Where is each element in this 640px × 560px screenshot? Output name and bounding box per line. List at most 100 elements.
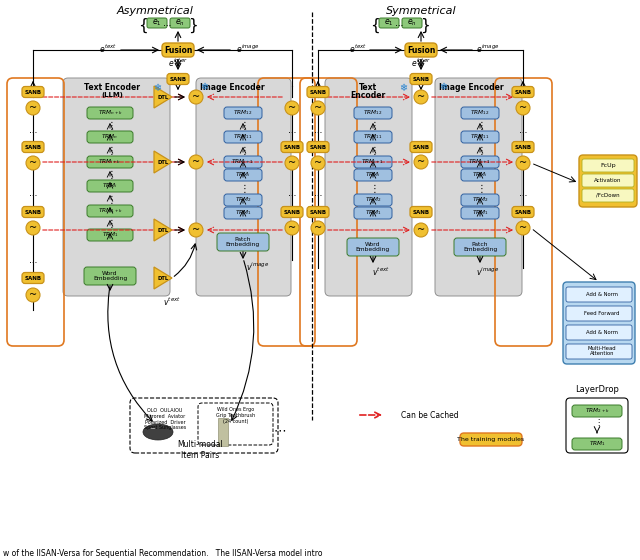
- Text: $\cdots$: $\cdots$: [314, 189, 323, 198]
- Text: $TRM_i$: $TRM_i$: [235, 171, 251, 179]
- FancyBboxPatch shape: [354, 107, 392, 119]
- Text: w of the IISAN-Versa for Sequential Recommendation.   The IISAN-Versa model intr: w of the IISAN-Versa for Sequential Reco…: [3, 548, 323, 558]
- Text: Patch
Embedding: Patch Embedding: [226, 237, 260, 248]
- Text: $TRM_{11}$: $TRM_{11}$: [364, 133, 383, 142]
- FancyBboxPatch shape: [354, 207, 392, 219]
- Text: $\{$: $\{$: [138, 17, 148, 35]
- FancyBboxPatch shape: [460, 433, 522, 446]
- Text: Wild Ones Ergo
Grip Toothbrush
(24 count): Wild Ones Ergo Grip Toothbrush (24 count…: [216, 407, 255, 423]
- Text: ~: ~: [29, 223, 37, 233]
- Text: $TRM_1$: $TRM_1$: [472, 208, 488, 217]
- Text: ~: ~: [314, 103, 322, 113]
- Text: $TRM_{11}$: $TRM_{11}$: [470, 133, 490, 142]
- Text: ~: ~: [417, 92, 425, 102]
- FancyBboxPatch shape: [22, 207, 44, 217]
- FancyBboxPatch shape: [196, 78, 291, 296]
- FancyBboxPatch shape: [347, 238, 399, 256]
- Text: ~: ~: [149, 426, 155, 432]
- FancyBboxPatch shape: [563, 282, 635, 364]
- Text: Activation: Activation: [595, 178, 621, 183]
- Text: Image Encoder: Image Encoder: [438, 82, 503, 91]
- Text: $e_1$: $e_1$: [384, 18, 394, 28]
- Text: ~: ~: [519, 223, 527, 233]
- FancyBboxPatch shape: [461, 156, 499, 168]
- FancyBboxPatch shape: [512, 86, 534, 97]
- Text: $\vdots$: $\vdots$: [369, 181, 377, 194]
- FancyBboxPatch shape: [410, 142, 432, 152]
- Text: Symmetrical: Symmetrical: [386, 6, 456, 16]
- Text: $TRM_{i+1}$: $TRM_{i+1}$: [468, 157, 492, 166]
- Text: Fusion: Fusion: [407, 45, 435, 54]
- Text: $e^{inter}$: $e^{inter}$: [168, 57, 188, 69]
- FancyBboxPatch shape: [566, 325, 632, 340]
- FancyBboxPatch shape: [217, 233, 269, 251]
- FancyBboxPatch shape: [87, 205, 133, 217]
- Text: $e^{image}$: $e^{image}$: [476, 43, 500, 55]
- Text: $TRM_1$: $TRM_1$: [102, 231, 118, 240]
- FancyBboxPatch shape: [461, 131, 499, 143]
- Text: SANB: SANB: [170, 77, 187, 82]
- Text: SANB: SANB: [309, 90, 326, 95]
- Text: SANB: SANB: [284, 209, 301, 214]
- Circle shape: [285, 221, 299, 235]
- Text: SANB: SANB: [24, 209, 42, 214]
- FancyBboxPatch shape: [63, 78, 170, 296]
- FancyBboxPatch shape: [22, 142, 44, 152]
- Text: $\}$: $\}$: [188, 17, 198, 35]
- Text: $TRM_{n+k}$: $TRM_{n+k}$: [97, 109, 122, 118]
- Polygon shape: [154, 151, 172, 173]
- FancyBboxPatch shape: [87, 107, 133, 119]
- Text: SANB: SANB: [515, 144, 532, 150]
- Text: $e_1$: $e_1$: [152, 18, 162, 28]
- Text: $TRM_{i+1}$: $TRM_{i+1}$: [362, 157, 385, 166]
- Text: Text Encoder: Text Encoder: [84, 82, 140, 91]
- Text: SANB: SANB: [24, 90, 42, 95]
- Text: SANB: SANB: [412, 144, 429, 150]
- FancyBboxPatch shape: [461, 194, 499, 206]
- Text: $TRM_{i+k}$: $TRM_{i+k}$: [99, 157, 122, 166]
- FancyBboxPatch shape: [354, 169, 392, 181]
- Text: ~: ~: [29, 290, 37, 300]
- FancyBboxPatch shape: [167, 73, 189, 85]
- FancyBboxPatch shape: [224, 156, 262, 168]
- Text: Word
Embedding: Word Embedding: [356, 241, 390, 253]
- FancyBboxPatch shape: [281, 207, 303, 217]
- Text: $\cdots$: $\cdots$: [518, 189, 528, 198]
- Circle shape: [414, 155, 428, 169]
- FancyBboxPatch shape: [130, 398, 278, 453]
- Text: Can be Cached: Can be Cached: [401, 410, 459, 419]
- Text: ~: ~: [519, 103, 527, 113]
- Polygon shape: [154, 86, 172, 108]
- Text: $\cdots$: $\cdots$: [28, 189, 38, 198]
- FancyBboxPatch shape: [572, 405, 622, 417]
- Text: ~: ~: [288, 103, 296, 113]
- Text: $TRM_i$: $TRM_i$: [365, 171, 381, 179]
- Text: $TRM_2$: $TRM_2$: [365, 195, 381, 204]
- Text: $v^{image}$: $v^{image}$: [246, 261, 269, 273]
- Text: SANB: SANB: [515, 90, 532, 95]
- Circle shape: [26, 288, 40, 302]
- Text: ~: ~: [314, 158, 322, 168]
- Circle shape: [414, 90, 428, 104]
- Circle shape: [189, 223, 203, 237]
- Text: $TRM_{2+k}$: $TRM_{2+k}$: [584, 407, 609, 416]
- Text: $\{$: $\{$: [370, 17, 380, 35]
- FancyBboxPatch shape: [566, 287, 632, 302]
- Circle shape: [26, 221, 40, 235]
- Text: $e_n$: $e_n$: [175, 18, 185, 28]
- Text: ~: ~: [417, 225, 425, 235]
- Circle shape: [414, 223, 428, 237]
- FancyBboxPatch shape: [198, 403, 273, 445]
- FancyBboxPatch shape: [87, 131, 133, 143]
- Text: ~: ~: [29, 103, 37, 113]
- FancyBboxPatch shape: [354, 131, 392, 143]
- FancyBboxPatch shape: [405, 43, 437, 57]
- FancyBboxPatch shape: [579, 155, 637, 207]
- FancyBboxPatch shape: [307, 142, 329, 152]
- Text: $\vdots$: $\vdots$: [106, 143, 114, 156]
- Text: Image Encoder: Image Encoder: [200, 82, 264, 91]
- FancyBboxPatch shape: [224, 107, 262, 119]
- Text: ~: ~: [314, 223, 322, 233]
- Text: $TRM_{11}$: $TRM_{11}$: [233, 133, 253, 142]
- Text: $\vdots$: $\vdots$: [369, 119, 377, 132]
